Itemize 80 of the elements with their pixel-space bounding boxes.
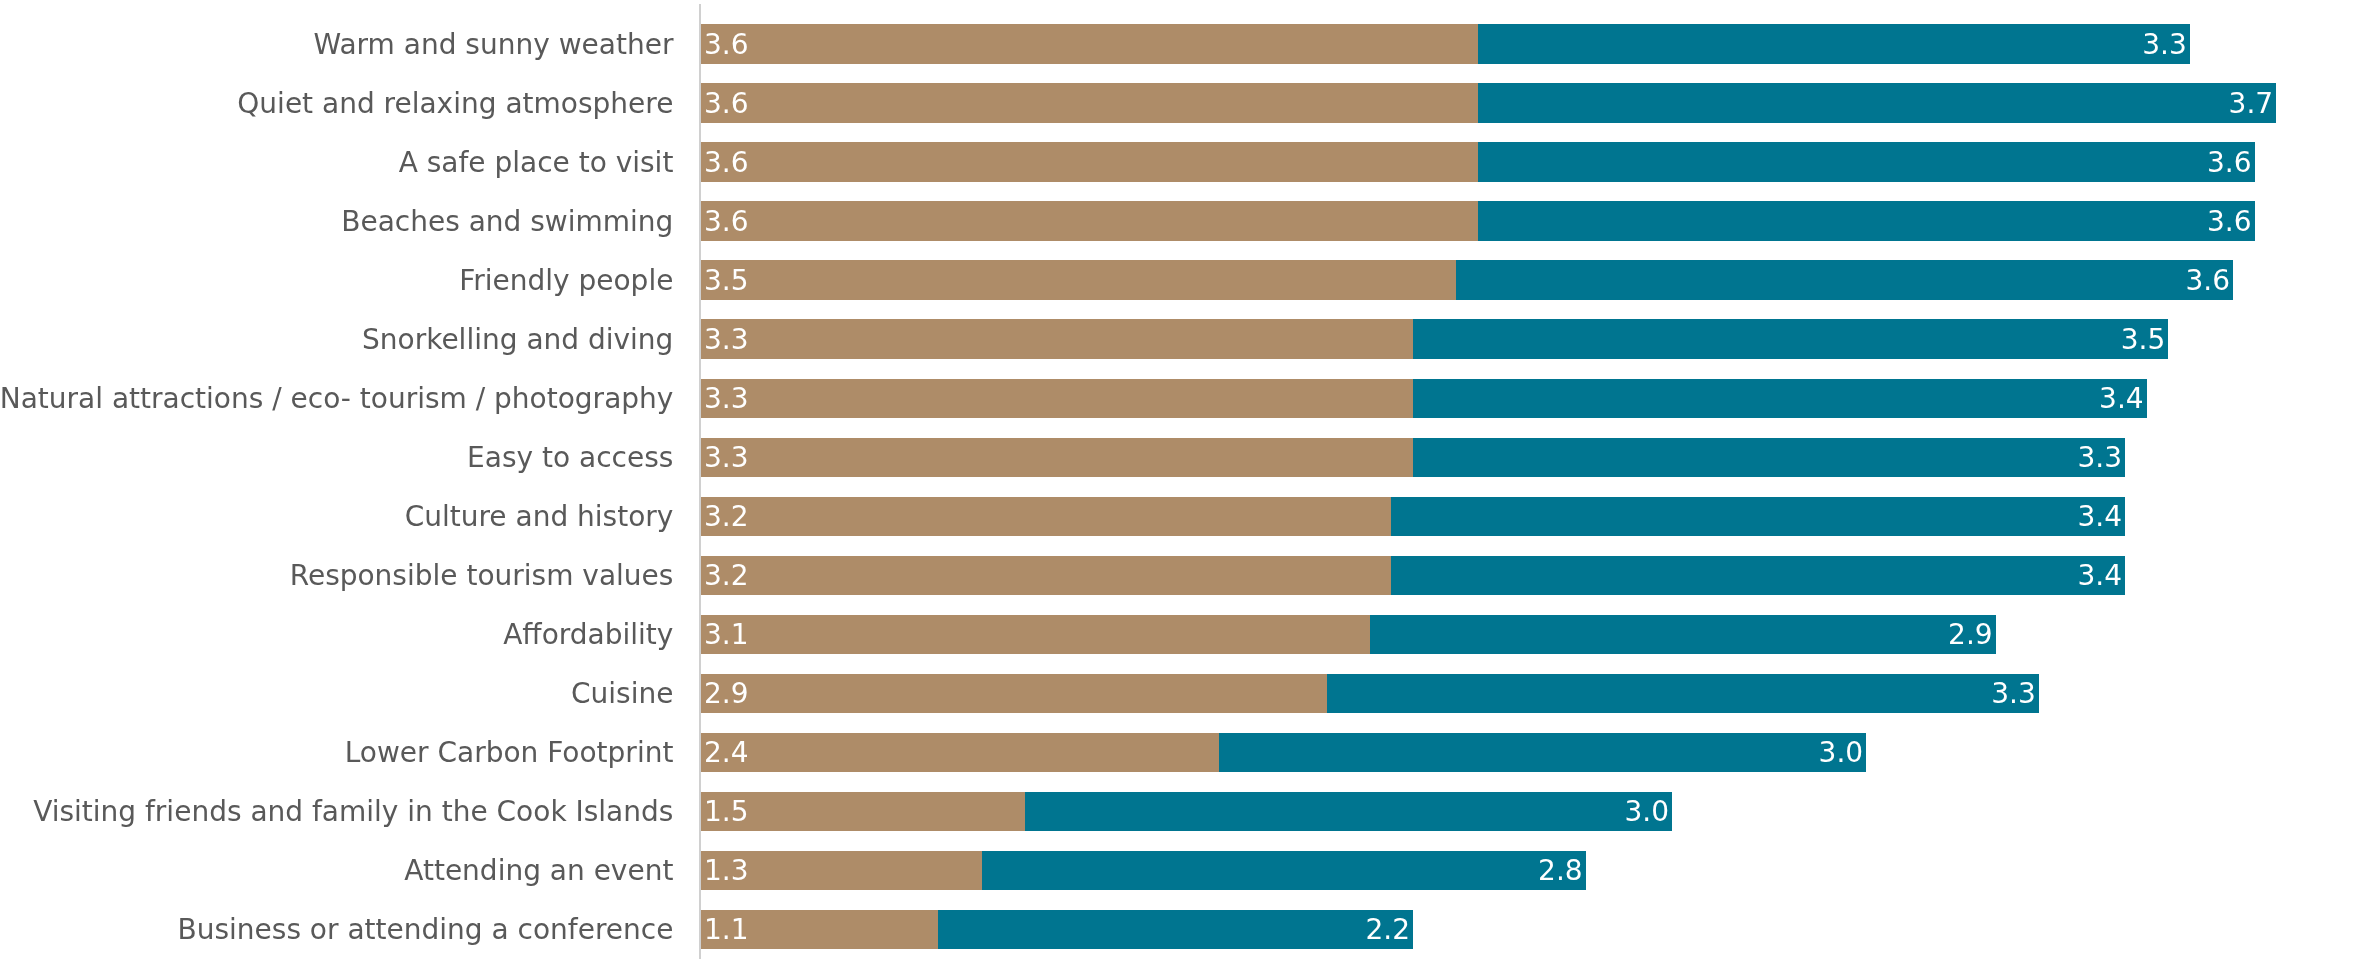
bar: [701, 437, 1414, 478]
bar: [701, 201, 1478, 241]
data-label: 3.6: [2206, 145, 2252, 179]
data-label: 3.6: [704, 86, 749, 120]
bar: [701, 673, 1327, 714]
data-label: 3.6: [704, 27, 749, 61]
data-label: 3.6: [704, 204, 749, 238]
data-label: 3.5: [704, 263, 749, 297]
bar: [701, 378, 1414, 419]
y-tick-label: A safe place to visit: [398, 145, 674, 179]
y-tick-label: Cuisine: [570, 677, 674, 711]
bar: [701, 496, 1392, 537]
data-label: 1.5: [704, 794, 749, 828]
y-tick-label: Visiting friends and family in the Cook Islands: [33, 795, 674, 829]
y-tick-label: Quiet and relaxing atmosphere: [237, 86, 674, 120]
y-tick-label: Easy to access: [467, 441, 674, 475]
bar: [1456, 260, 2233, 300]
y-tick-label: Natural attractions / eco- tourism / photography: [0, 382, 674, 416]
bar: [701, 319, 1414, 360]
bar: [1024, 791, 1672, 832]
bar: [1369, 614, 1996, 655]
y-tick-label: Beaches and swimming: [341, 205, 674, 239]
bar: [1326, 673, 2039, 714]
data-label: 2.9: [704, 676, 749, 710]
bar: [701, 909, 939, 950]
y-tick-label: Lower Carbon Footprint: [344, 736, 674, 770]
bar: [1413, 319, 2169, 360]
bar: [701, 83, 1478, 123]
data-label: 2.8: [1538, 853, 1583, 887]
data-label: 3.3: [2077, 440, 2123, 474]
data-label: 3.2: [704, 558, 749, 592]
data-label: 3.0: [1624, 794, 1669, 828]
bar: [1413, 437, 2126, 478]
data-label: 3.2: [704, 499, 749, 533]
y-tick-label: Business or attending a conference: [177, 913, 674, 947]
data-label: 3.3: [1991, 676, 2036, 710]
data-label: 3.3: [704, 440, 749, 474]
bar: [701, 555, 1392, 596]
bar: [701, 791, 1025, 832]
y-tick-label: Friendly people: [459, 264, 674, 298]
data-label: 3.3: [704, 381, 749, 415]
data-label: 3.6: [2185, 263, 2230, 297]
bar: [981, 850, 1586, 891]
bar: [1218, 732, 1867, 773]
y-tick-label: Attending an event: [404, 854, 674, 888]
bar: [1477, 142, 2255, 182]
data-label: 1.1: [704, 912, 749, 946]
data-label: 3.6: [2206, 204, 2252, 238]
y-tick-label: Responsible tourism values: [289, 559, 674, 593]
bar: [1477, 83, 2277, 123]
bar: [701, 24, 1478, 64]
data-label: 3.6: [704, 145, 749, 179]
bar: [1413, 378, 2147, 419]
data-label: 2.4: [704, 735, 749, 769]
bar: [701, 142, 1478, 182]
bar: [1477, 201, 2255, 241]
data-label: 3.0: [1818, 735, 1864, 769]
data-label: 3.5: [2120, 322, 2166, 356]
bar: [1477, 24, 2190, 64]
y-tick-label: Culture and history: [404, 500, 674, 534]
bar: [701, 260, 1457, 300]
data-label: 3.4: [2077, 499, 2123, 533]
bar: [1391, 555, 2126, 596]
data-label: 3.4: [2077, 558, 2123, 592]
y-tick-label: Snorkelling and diving: [362, 323, 674, 357]
data-label: 3.3: [2142, 27, 2187, 61]
data-label: 3.7: [2228, 86, 2274, 120]
bar: [938, 909, 1414, 950]
data-label: 3.4: [2099, 381, 2144, 415]
y-tick-label: Affordability: [503, 618, 674, 652]
data-label: 3.1: [704, 617, 749, 651]
bar: [1391, 496, 2126, 537]
data-label: 2.9: [1948, 617, 1993, 651]
bar: [701, 732, 1219, 773]
data-label: 1.3: [704, 853, 749, 887]
bar: [701, 614, 1370, 655]
data-label: 3.3: [704, 322, 749, 356]
bar: [701, 850, 982, 891]
data-label: 2.2: [1365, 912, 1411, 946]
y-tick-label: Warm and sunny weather: [313, 27, 674, 61]
